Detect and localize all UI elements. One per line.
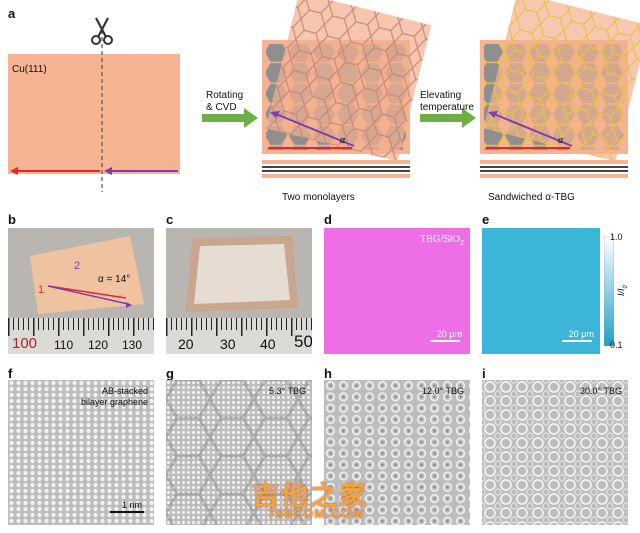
scale-bar-e <box>562 340 592 342</box>
copper-substrate <box>8 54 180 174</box>
panel-label-e: e <box>482 212 490 227</box>
panel-label-i: i <box>482 366 486 381</box>
panel-c-photo: 20 30 40 50 <box>166 228 312 354</box>
panel-e-intensity-map: 20 μm <box>482 228 600 354</box>
panel-b-photo: 1 2 α = 14° 100 110 120 130 <box>8 228 154 354</box>
colorbar-max: 1.0 <box>610 232 623 242</box>
green-arrow-1 <box>202 108 258 128</box>
region-2-label: 2 <box>74 260 81 272</box>
green-arrow-2 <box>420 108 476 128</box>
panel-label-c: c <box>166 212 174 227</box>
scale-text-d: 20 μm <box>436 329 462 339</box>
panel-label-f: f <box>8 366 13 381</box>
ruler-b: 100 110 120 130 <box>8 318 154 354</box>
angle-symbol-right: α <box>558 135 564 145</box>
panel-g-label: 5.3° TBG <box>269 386 306 396</box>
panel-a-schematic <box>8 0 640 192</box>
caption-two-monolayers: Two monolayers <box>282 192 355 203</box>
two-monolayers-schematic <box>262 0 432 178</box>
panel-h-label: 12.0° TBG <box>422 386 464 396</box>
step1-label: Rotating & CVD <box>206 90 244 113</box>
panel-i-label: 30.0° TBG <box>580 386 622 396</box>
watermark-cn: 吉他之家 <box>252 481 368 511</box>
panel-h-tem-image: 12.0° TBG <box>324 380 470 525</box>
caption-sandwiched-tbg: Sandwiched α-TBG <box>488 192 575 203</box>
substrate-label: Cu(111) <box>12 64 47 75</box>
scale-bar-f <box>110 511 144 513</box>
panel-label-h: h <box>324 366 332 381</box>
panel-label-g: g <box>166 366 174 381</box>
panel-d-label: TBG/SiO2 <box>420 234 464 247</box>
ruler-c: 20 30 40 50 <box>166 318 312 354</box>
watermark-url: 798COM.COM <box>268 506 364 521</box>
panel-label-b: b <box>8 212 16 227</box>
scale-text-e: 20 μm <box>568 329 594 339</box>
colorbar-min: 0.1 <box>610 340 623 350</box>
scale-bar-d <box>430 340 460 342</box>
colorbar-e <box>604 236 614 346</box>
panel-d-optical-image: TBG/SiO2 20 μm <box>324 228 470 354</box>
step2-label: Elevating temperature <box>420 90 474 113</box>
angle-label: α = 14° <box>98 274 131 285</box>
panel-label-d: d <box>324 212 332 227</box>
panel-i-tem-image: 30.0° TBG <box>482 380 628 525</box>
sandwiched-tbg-schematic <box>480 0 640 178</box>
angle-symbol-mid: α <box>340 135 346 145</box>
scale-text-f: 1 nm <box>121 500 142 510</box>
panel-f-tem-image: AB-stacked bilayer graphene 1 nm <box>8 380 154 525</box>
scissors-icon <box>91 17 113 45</box>
panel-f-label: AB-stacked bilayer graphene <box>80 386 148 407</box>
panel-label-a: a <box>8 6 16 21</box>
region-1-label: 1 <box>38 284 45 296</box>
panel-g-tem-image: 5.3° TBG <box>166 380 312 525</box>
colorbar-label: I/I0 <box>616 285 629 296</box>
